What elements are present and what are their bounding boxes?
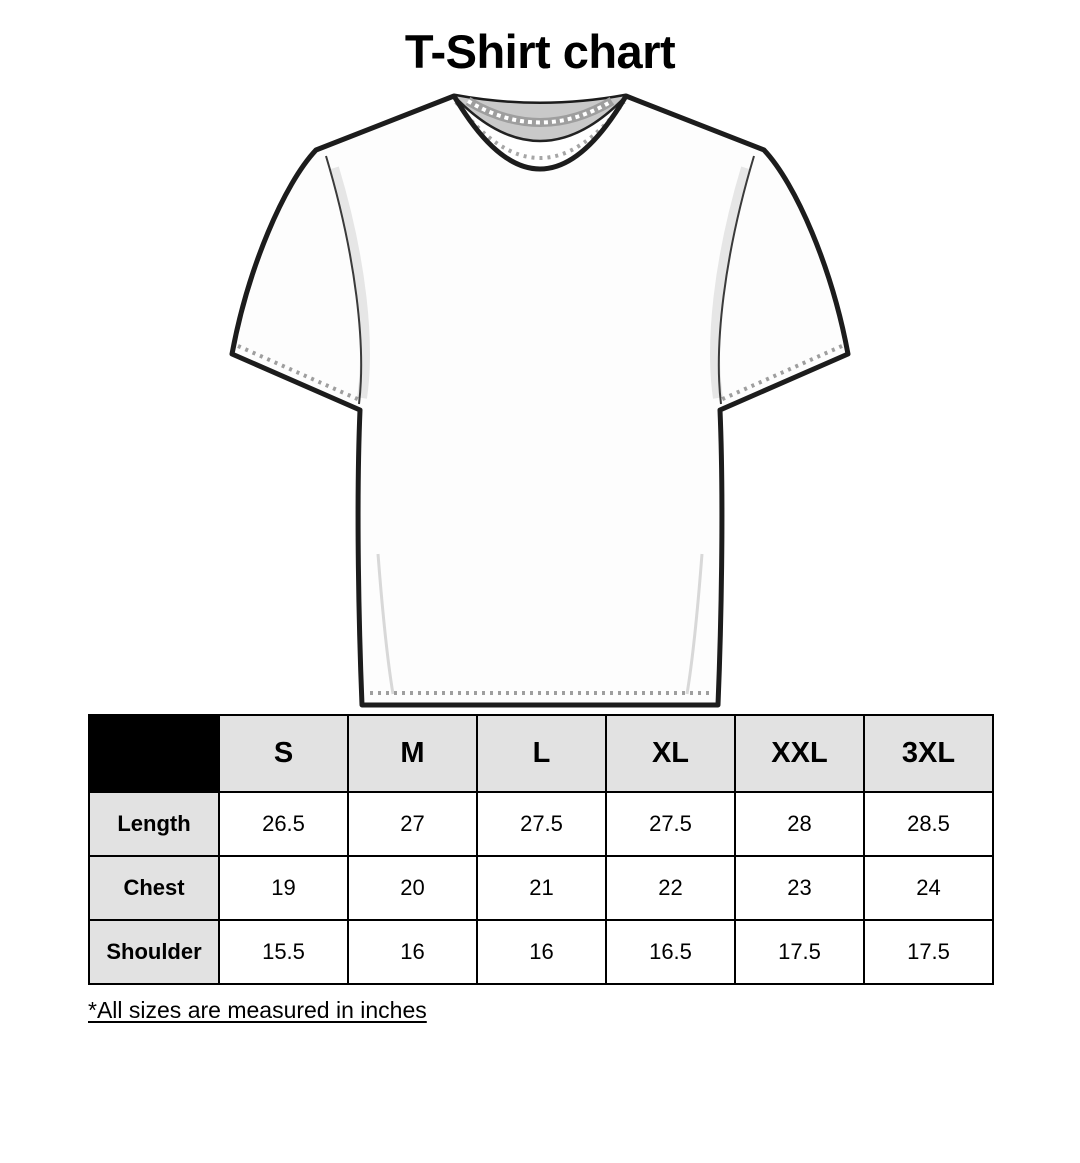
right-armhole-seam (717, 155, 755, 405)
header-row: S M L XL XXL 3XL (88, 714, 994, 793)
cell-chest-s: 19 (218, 855, 349, 921)
collar-outer-edge (451, 94, 629, 172)
cell-chest-xl: 22 (605, 855, 736, 921)
table-row-chest: Chest 19 20 21 22 23 24 (88, 855, 994, 921)
cell-length-l: 27.5 (476, 791, 607, 857)
left-armhole-shading (329, 166, 370, 399)
column-header-xxl: XXL (734, 714, 865, 793)
cell-chest-3xl: 24 (863, 855, 994, 921)
cell-length-xxl: 28 (734, 791, 865, 857)
cell-shoulder-xxl: 17.5 (734, 919, 865, 985)
cell-length-xl: 27.5 (605, 791, 736, 857)
row-label-shoulder: Shoulder (88, 919, 220, 985)
column-header-l: L (476, 714, 607, 793)
cell-length-s: 26.5 (218, 791, 349, 857)
cell-shoulder-m: 16 (347, 919, 478, 985)
left-sleeve-stitches (237, 344, 363, 403)
footnote-units-note: *All sizes are measured in inches (88, 997, 427, 1023)
cell-shoulder-l: 16 (476, 919, 607, 985)
table-row-shoulder: Shoulder 15.5 16 16 16.5 17.5 17.5 (88, 919, 994, 985)
column-header-xl: XL (605, 714, 736, 793)
cell-length-m: 27 (347, 791, 478, 857)
cell-shoulder-xl: 16.5 (605, 919, 736, 985)
row-label-chest: Chest (88, 855, 220, 921)
column-header-s: S (218, 714, 349, 793)
corner-cell (88, 714, 220, 793)
right-armhole-shading (710, 166, 751, 399)
collar-inner-edge (453, 95, 627, 143)
shirt-body-outline (229, 93, 851, 708)
right-sleeve-stitches (717, 344, 843, 403)
right-fold-shading (685, 553, 704, 695)
collar-tape-stitches (466, 99, 614, 125)
size-chart-table: S M L XL XXL 3XL Length 26.5 27 27.5 27.… (88, 714, 994, 985)
cell-chest-l: 21 (476, 855, 607, 921)
cell-chest-m: 20 (347, 855, 478, 921)
cell-length-3xl: 28.5 (863, 791, 994, 857)
column-header-m: M (347, 714, 478, 793)
tshirt-illustration (210, 86, 870, 714)
row-label-length: Length (88, 791, 220, 857)
cell-chest-xxl: 23 (734, 855, 865, 921)
cell-shoulder-3xl: 17.5 (863, 919, 994, 985)
left-armhole-seam (325, 155, 363, 405)
column-header-3xl: 3XL (863, 714, 994, 793)
left-fold-shading (376, 553, 395, 695)
cell-shoulder-s: 15.5 (218, 919, 349, 985)
table-row-length: Length 26.5 27 27.5 27.5 28 28.5 (88, 791, 994, 857)
tshirt-outline-drawing (229, 93, 851, 708)
page-title: T-Shirt chart (404, 25, 676, 78)
